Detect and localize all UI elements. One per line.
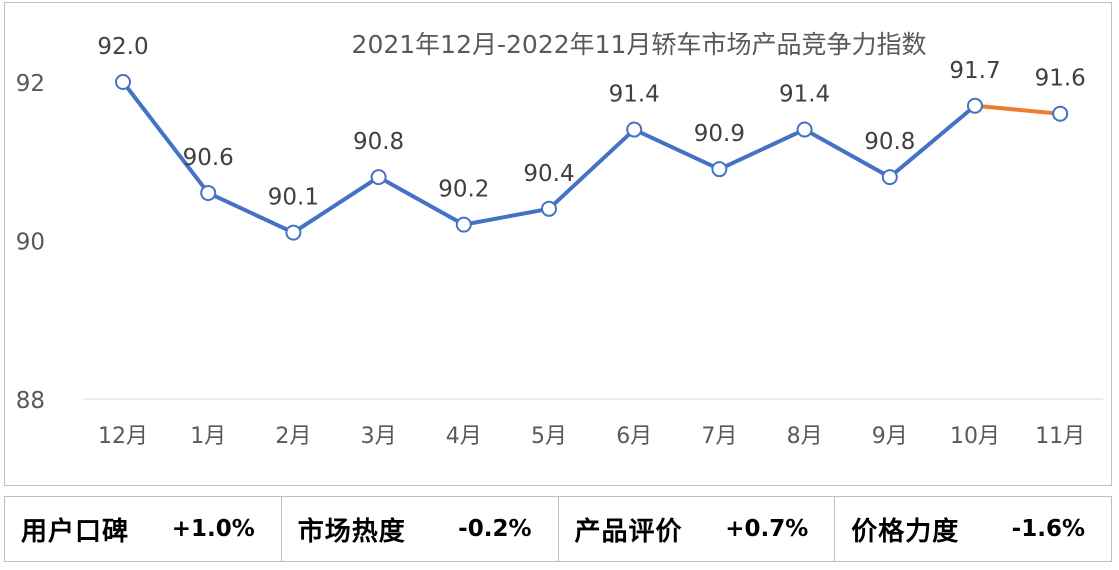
x-tick-label: 5月 [531,424,567,449]
data-labels: 92.0 90.6 90.1 90.8 90.2 90.4 91.4 90.9 91.4 90.8… [97,34,1085,211]
data-point [115,74,131,90]
x-tick-label: 8月 [787,424,823,449]
x-tick-label: 3月 [361,424,397,449]
data-label: 92.0 [97,34,148,60]
data-point [626,121,643,138]
y-axis-ticks: 88 90 92 [16,71,45,414]
stat-value: +1.0% [171,516,255,542]
drop-lines [122,82,1061,371]
data-point [285,224,302,241]
highlight-segment [973,103,1063,116]
x-axis-ticks: 12月 1月 2月 3月 4月 5月 6月 7月 8月 9月 10月 11月 [98,424,1085,449]
stat-price-strength: 价格力度 -1.6% [835,497,1111,561]
stat-product-review: 产品评价 +0.7% [559,497,836,561]
data-label: 90.6 [183,145,234,171]
stat-label: 用户口碑 [21,516,130,547]
stat-label: 价格力度 [851,516,960,547]
x-tick-label: 11月 [1035,424,1085,449]
stat-value: +0.7% [725,516,809,542]
data-label: 90.8 [864,129,915,155]
data-point [881,169,898,186]
y-tick-label: 88 [16,388,45,414]
stat-user-reputation: 用户口碑 +1.0% [5,497,282,561]
stat-market-heat: 市场热度 -0.2% [282,497,559,561]
data-point [711,161,728,178]
series-lines [121,80,1063,235]
data-label: 91.4 [609,82,660,108]
x-tick-label: 9月 [872,424,908,449]
stat-label: 产品评价 [574,516,683,547]
x-tick-label: 12月 [98,424,148,449]
chart-title: 2021年12月-2022年11月轿车市场产品竞争力指数 [352,30,927,59]
data-label: 91.4 [779,82,830,108]
x-tick-label: 10月 [950,424,1000,449]
data-label: 90.8 [353,129,404,155]
data-point [796,121,813,138]
data-point [967,97,983,114]
data-label: 90.9 [694,121,745,147]
y-tick-label: 92 [16,71,45,97]
data-point [455,216,472,233]
data-point [541,200,557,217]
data-point [1052,105,1069,122]
data-label: 90.1 [268,185,319,211]
stat-label: 市场热度 [297,516,406,547]
data-label: 90.4 [523,161,574,187]
data-markers [115,74,1069,241]
stats-bar: 用户口碑 +1.0% 市场热度 -0.2% 产品评价 +0.7% 价格力度 -1… [4,496,1112,562]
x-tick-label: 6月 [616,424,652,449]
x-tick-label: 4月 [446,424,482,449]
x-tick-label: 1月 [190,424,226,449]
line-chart: 2021年12月-2022年11月轿车市场产品竞争力指数 88 90 92 92.0… [16,30,1103,449]
x-tick-label: 7月 [701,424,737,449]
x-tick-label: 2月 [275,424,311,449]
data-point [370,169,387,186]
stat-value: -1.6% [1011,516,1085,542]
stat-value: -0.2% [458,516,532,542]
data-label: 91.7 [949,58,1000,84]
data-point [200,184,217,201]
data-label: 90.2 [438,177,489,203]
y-tick-label: 90 [16,230,45,256]
data-label: 91.6 [1035,66,1086,92]
chart-container: 2021年12月-2022年11月轿车市场产品竞争力指数 88 90 92 92.0… [4,2,1112,486]
